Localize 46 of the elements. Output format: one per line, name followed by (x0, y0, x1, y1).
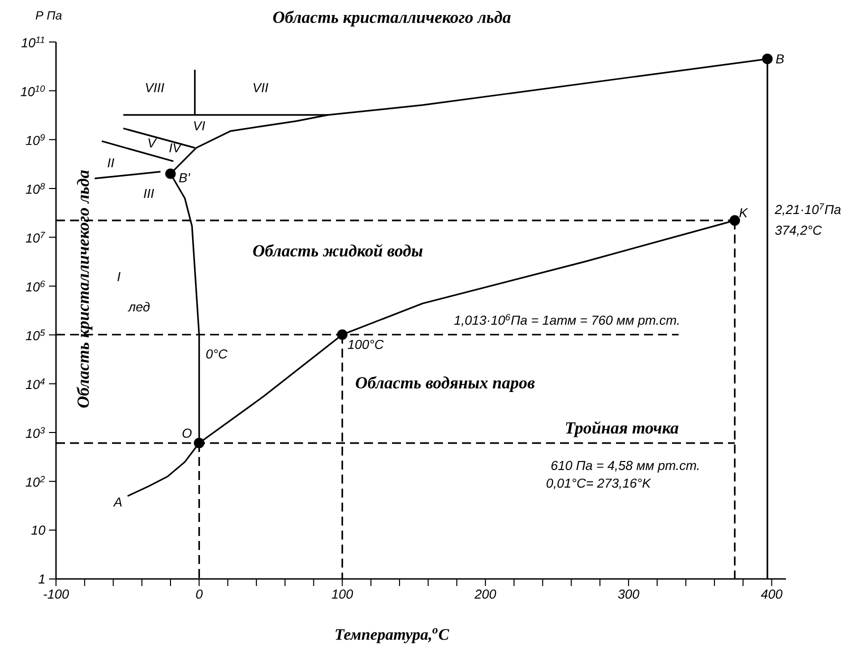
y-tick-label: 10$^{10}$ (20, 85, 45, 96)
annotation: 0°C (206, 349, 228, 359)
annotation: A (113, 498, 122, 507)
y-tick-label: 10 (31, 526, 46, 535)
annotation: Область водяных паров (356, 376, 535, 392)
chart-title: Область кристалличекого льда (273, 10, 511, 26)
x-tick-label: 100 (332, 590, 354, 599)
annotation: III (144, 188, 154, 198)
annotation: Тройная точка (566, 421, 678, 438)
annotation: 0,01°C= 273,16°K (546, 478, 652, 490)
annotation: IV (169, 143, 182, 152)
x-tick-label: 400 (760, 590, 782, 599)
annotation: VI (194, 121, 206, 130)
annotation: VII (254, 83, 268, 92)
annotation: VIII (146, 83, 164, 92)
annotation: Область кристалличекого льда (76, 170, 92, 408)
annotation: O (182, 428, 192, 438)
y-tick-label: 10$^{4}$ (26, 378, 45, 390)
y-axis-title: P Па (36, 11, 62, 20)
annotation: 2,21·10$^{7}$Па (774, 203, 841, 216)
annotation: 100°C (348, 340, 384, 350)
y-tick-label: 10$^{2}$ (26, 476, 45, 487)
x-tick-label: -100 (44, 590, 69, 599)
annotation: 610 Па = 4,58 мм рт.ст. (551, 460, 699, 473)
annotation: B (776, 54, 784, 64)
y-tick-label: 10$^{9}$ (26, 134, 45, 146)
annotation: лед (128, 302, 150, 312)
y-tick-label: 10$^{3}$ (26, 427, 45, 438)
y-tick-label: 10$^{7}$ (26, 232, 46, 243)
y-tick-label: 10$^{5}$ (26, 330, 45, 340)
annotation: V (148, 138, 157, 148)
x-axis-title: Температура,$^{o}$C (336, 628, 450, 644)
annotation: II (108, 158, 114, 168)
y-tick-label: 1 (38, 574, 44, 584)
annotation: I (117, 272, 120, 282)
y-tick-label: 10$^{8}$ (26, 183, 45, 194)
annotation: B' (179, 173, 190, 182)
annotation: K (739, 208, 748, 218)
y-tick-label: 10$^{11}$ (21, 36, 44, 48)
x-tick-label: 300 (618, 590, 640, 599)
annotation: 374,2°C (775, 226, 822, 236)
annotation: Область жидкой воды (253, 244, 422, 257)
annotation: 1,013·10$^{6}$Па = 1атм = 760 мм рт.ст. (454, 314, 679, 328)
x-tick-label: 0 (196, 590, 203, 599)
y-tick-label: 10$^{6}$ (26, 280, 45, 292)
x-tick-label: 200 (474, 590, 496, 599)
